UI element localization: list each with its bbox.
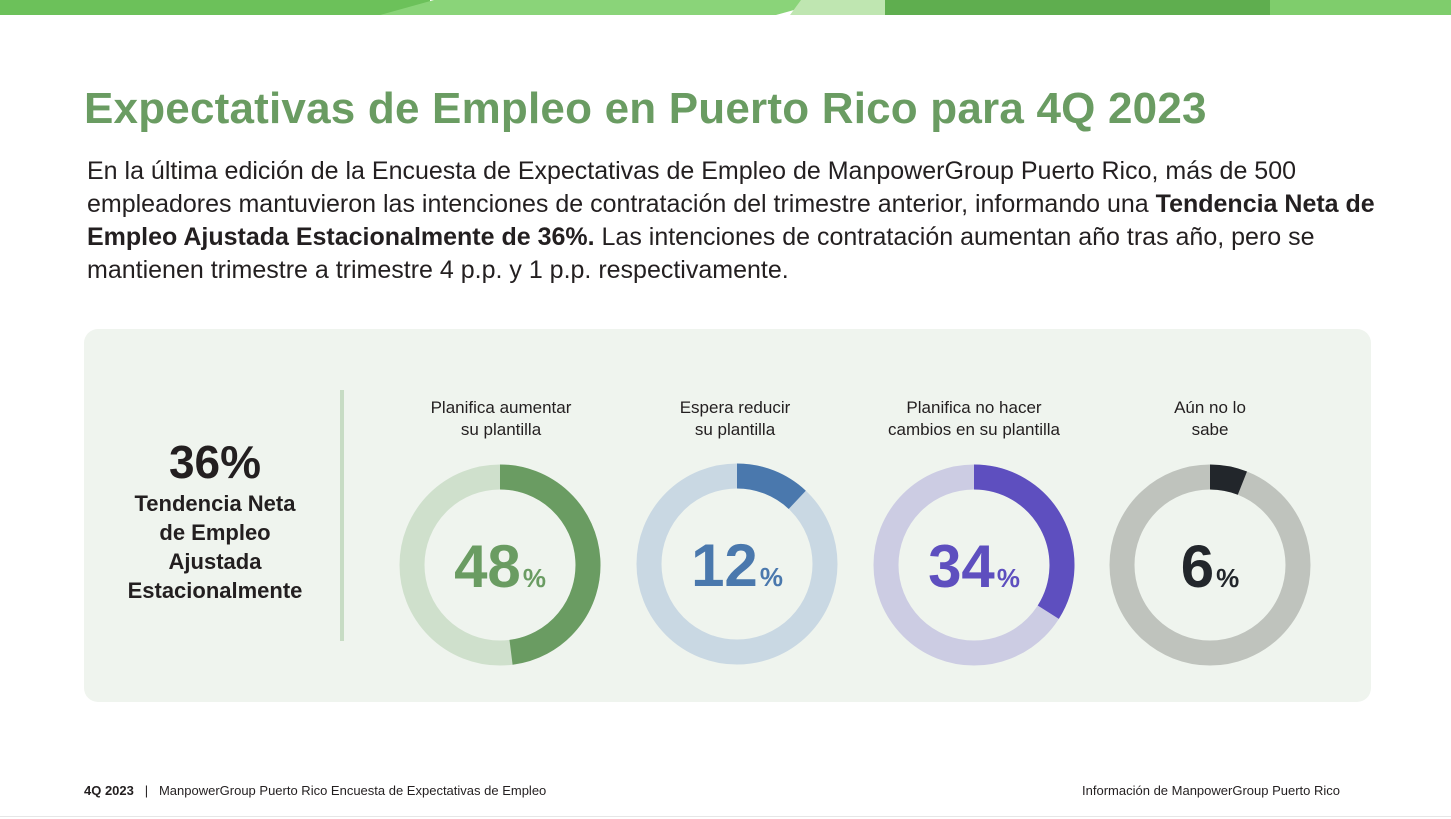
intro-highlight: Tendencia Neta de Empleo Ajustada Estaci…	[87, 190, 1375, 251]
donut-value-unit: %	[760, 562, 783, 592]
donut-arc-increase	[499, 464, 601, 665]
donut-value-number: 6	[1181, 533, 1214, 600]
donut-value-number: 34	[928, 533, 995, 600]
donut-label-line: Aún no lo	[1174, 398, 1246, 417]
donut-label-line: cambios en su plantilla	[888, 420, 1060, 439]
intro-paragraph: En la última edición de la Encuesta de E…	[87, 155, 1377, 287]
page-title: Expectativas de Empleo en Puerto Rico pa…	[84, 84, 1207, 133]
donut-label-line: su plantilla	[694, 420, 776, 439]
donut-value-dont-know: 6%	[1181, 533, 1240, 600]
donut-label-line: sabe	[1191, 420, 1229, 439]
donut-arc-decrease	[736, 463, 806, 510]
donut-value-unit: %	[997, 563, 1020, 593]
donut-value-no-change: 34%	[928, 533, 1020, 600]
kpi-label-line: Estacionalmente	[127, 578, 303, 603]
panel-divider	[340, 390, 344, 641]
donut-value-unit: %	[1216, 563, 1239, 593]
donut-label-decrease: Espera reducir su plantilla	[620, 397, 850, 441]
kpi-label-line: Ajustada	[168, 549, 262, 574]
donut-label-line: Planifica aumentar	[430, 398, 572, 417]
donut-arc-dont-know	[1209, 464, 1247, 495]
donut-label-dont-know: Aún no lo sabe	[1095, 397, 1325, 441]
donut-value-number: 48	[454, 533, 521, 600]
donut-value-increase: 48%	[454, 533, 546, 600]
kpi-label: Tendencia Neta de Empleo Ajustada Estaci…	[105, 489, 325, 605]
intro-text-2: Las intenciones de contratación aumentan…	[87, 223, 1315, 284]
footer-separator: |	[144, 783, 149, 798]
donut-label-no-change: Planifica no hacer cambios en su plantil…	[859, 397, 1089, 441]
donut-value-decrease: 12%	[691, 532, 783, 599]
donut-label-line: su plantilla	[460, 420, 542, 439]
kpi-label-line: de Empleo	[159, 520, 271, 545]
kpi-label-line: Tendencia Neta	[134, 491, 296, 516]
kpi-value: 36%	[168, 436, 262, 488]
footer-right: Información de ManpowerGroup Puerto Rico	[1082, 783, 1340, 798]
footer-divider	[0, 816, 1451, 817]
net-employment-outlook: 36% Tendencia Neta de Empleo Ajustada Es…	[105, 435, 325, 605]
donut-arc-no-change	[973, 464, 1075, 619]
footer-period: 4Q 2023	[84, 783, 134, 798]
donut-label-increase: Planifica aumentar su plantilla	[386, 397, 616, 441]
top-decorative-bar	[0, 0, 1451, 15]
donut-value-number: 12	[691, 532, 758, 599]
footer-left: 4Q 2023 | ManpowerGroup Puerto Rico Encu…	[84, 783, 546, 798]
donut-value-unit: %	[523, 563, 546, 593]
intro-text-1: En la última edición de la Encuesta de E…	[87, 157, 1297, 218]
footer-survey: ManpowerGroup Puerto Rico Encuesta de Ex…	[158, 783, 547, 798]
donut-label-line: Espera reducir	[679, 398, 791, 417]
donut-label-line: Planifica no hacer	[906, 398, 1042, 417]
